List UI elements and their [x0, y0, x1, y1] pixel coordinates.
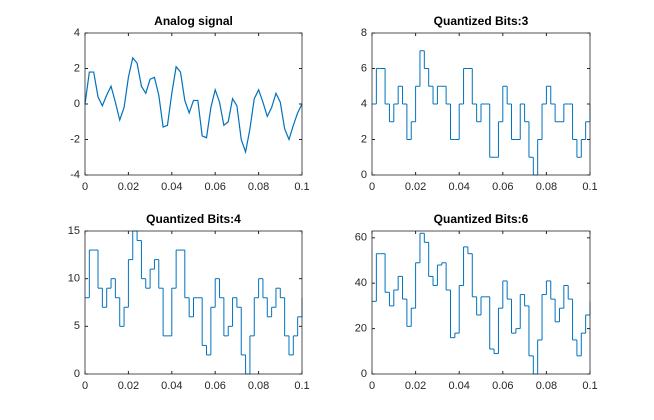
axes-box [84, 230, 303, 375]
chart-title: Quantized Bits:4 [146, 212, 241, 226]
x-tick-label: 0.1 [294, 380, 309, 392]
y-tick-label: 15 [68, 225, 80, 237]
x-tick-label: 0.02 [405, 380, 426, 392]
x-tick-label: 0.06 [204, 181, 225, 193]
x-tick-label: 0.04 [161, 380, 182, 392]
y-tick-label: -2 [70, 133, 80, 145]
y-tick-label: 8 [361, 27, 367, 39]
axes-box [371, 32, 591, 176]
x-tick-label: 0.02 [118, 380, 139, 392]
chart-title: Analog signal [154, 14, 233, 28]
y-tick-label: 0 [74, 98, 80, 110]
x-tick-label: 0.1 [582, 380, 597, 392]
x-tick-label: 0.04 [448, 380, 469, 392]
y-tick-label: 4 [74, 27, 80, 39]
y-tick-label: 4 [361, 98, 367, 110]
x-tick-label: 0.02 [405, 181, 426, 193]
x-tick-label: 0.06 [492, 181, 513, 193]
chart-title: Quantized Bits:6 [434, 212, 529, 226]
x-tick-label: 0 [369, 181, 375, 193]
chart-title: Quantized Bits:3 [434, 14, 529, 28]
x-tick-label: 0.06 [204, 380, 225, 392]
x-tick-label: 0 [369, 380, 375, 392]
x-tick-label: 0.06 [492, 380, 513, 392]
x-tick-label: 0.04 [161, 181, 182, 193]
y-tick-label: 2 [74, 62, 80, 74]
y-tick-label: 6 [361, 62, 367, 74]
x-tick-label: 0.08 [248, 380, 269, 392]
y-tick-label: 40 [355, 277, 367, 289]
x-tick-label: 0.08 [248, 181, 269, 193]
y-tick-label: 60 [355, 232, 367, 244]
x-tick-label: 0.08 [536, 181, 557, 193]
y-tick-label: -4 [70, 169, 80, 181]
signal-line [84, 56, 303, 155]
axes-box [84, 32, 303, 176]
axes-box [371, 230, 591, 375]
y-tick-label: 0 [74, 368, 80, 380]
y-tick-label: 0 [361, 368, 367, 380]
x-tick-label: 0.04 [448, 181, 469, 193]
x-tick-label: 0 [82, 380, 88, 392]
x-tick-label: 0 [82, 181, 88, 193]
x-tick-label: 0.08 [536, 380, 557, 392]
axes-background [85, 33, 302, 175]
y-tick-label: 0 [361, 169, 367, 181]
x-tick-label: 0.1 [294, 181, 309, 193]
y-tick-label: 10 [68, 273, 80, 285]
y-tick-label: 20 [355, 323, 367, 335]
x-tick-label: 0.1 [582, 181, 597, 193]
y-tick-label: 2 [361, 133, 367, 145]
x-tick-label: 0.02 [118, 181, 139, 193]
y-tick-label: 5 [74, 320, 80, 332]
